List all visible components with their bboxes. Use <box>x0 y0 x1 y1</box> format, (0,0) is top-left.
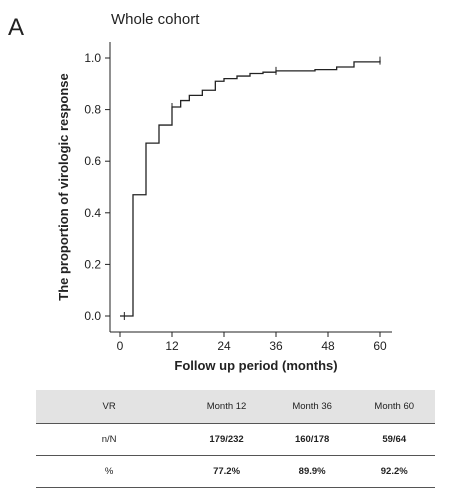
summary-table: VR Month 12 Month 36 Month 60 n/N 179/23… <box>36 390 435 488</box>
table-cell: 89.9% <box>270 455 354 488</box>
x-tick-label: 60 <box>373 339 387 353</box>
chart-axes <box>109 42 392 333</box>
row-label-n-over-n: n/N <box>36 423 183 456</box>
chart-title: Whole cohort <box>111 11 200 28</box>
table-row: % 77.2% 89.9% 92.2% <box>36 455 435 488</box>
km-chart: 0 12 24 36 48 60 0.0 0.2 0.4 0.6 0.8 1.0 Follow up … <box>56 42 392 373</box>
x-tick-label: 36 <box>269 339 283 353</box>
table-cell: 179/232 <box>182 423 271 456</box>
y-tick-label: 0.2 <box>84 257 101 271</box>
km-step-line <box>120 60 381 317</box>
x-tick-label: 48 <box>321 339 335 353</box>
header-vr: VR <box>36 390 183 424</box>
row-label-percent: % <box>36 455 183 488</box>
y-axis-label: The proportion of virologic response <box>56 73 71 301</box>
y-tick-label: 0.0 <box>84 309 101 323</box>
y-tick-label: 0.8 <box>84 103 101 117</box>
panel-letter: A <box>8 14 25 41</box>
x-tick-label: 0 <box>117 339 124 353</box>
header-month-36: Month 36 <box>270 390 354 424</box>
y-tick-label: 0.6 <box>84 154 101 168</box>
x-tick-label: 24 <box>217 339 231 353</box>
x-axis-label: Follow up period (months) <box>174 358 337 373</box>
x-tick-label: 12 <box>165 339 179 353</box>
header-month-12: Month 12 <box>182 390 271 424</box>
y-tick-label: 1.0 <box>84 51 101 65</box>
table-row: n/N 179/232 160/178 59/64 <box>36 423 435 456</box>
table-cell: 77.2% <box>182 455 271 488</box>
header-month-60: Month 60 <box>353 390 435 424</box>
table-cell: 92.2% <box>353 455 435 488</box>
y-tick-label: 0.4 <box>84 206 101 220</box>
table-cell: 59/64 <box>353 423 435 456</box>
table-cell: 160/178 <box>270 423 354 456</box>
table-header-row: VR Month 12 Month 36 Month 60 <box>36 390 435 424</box>
